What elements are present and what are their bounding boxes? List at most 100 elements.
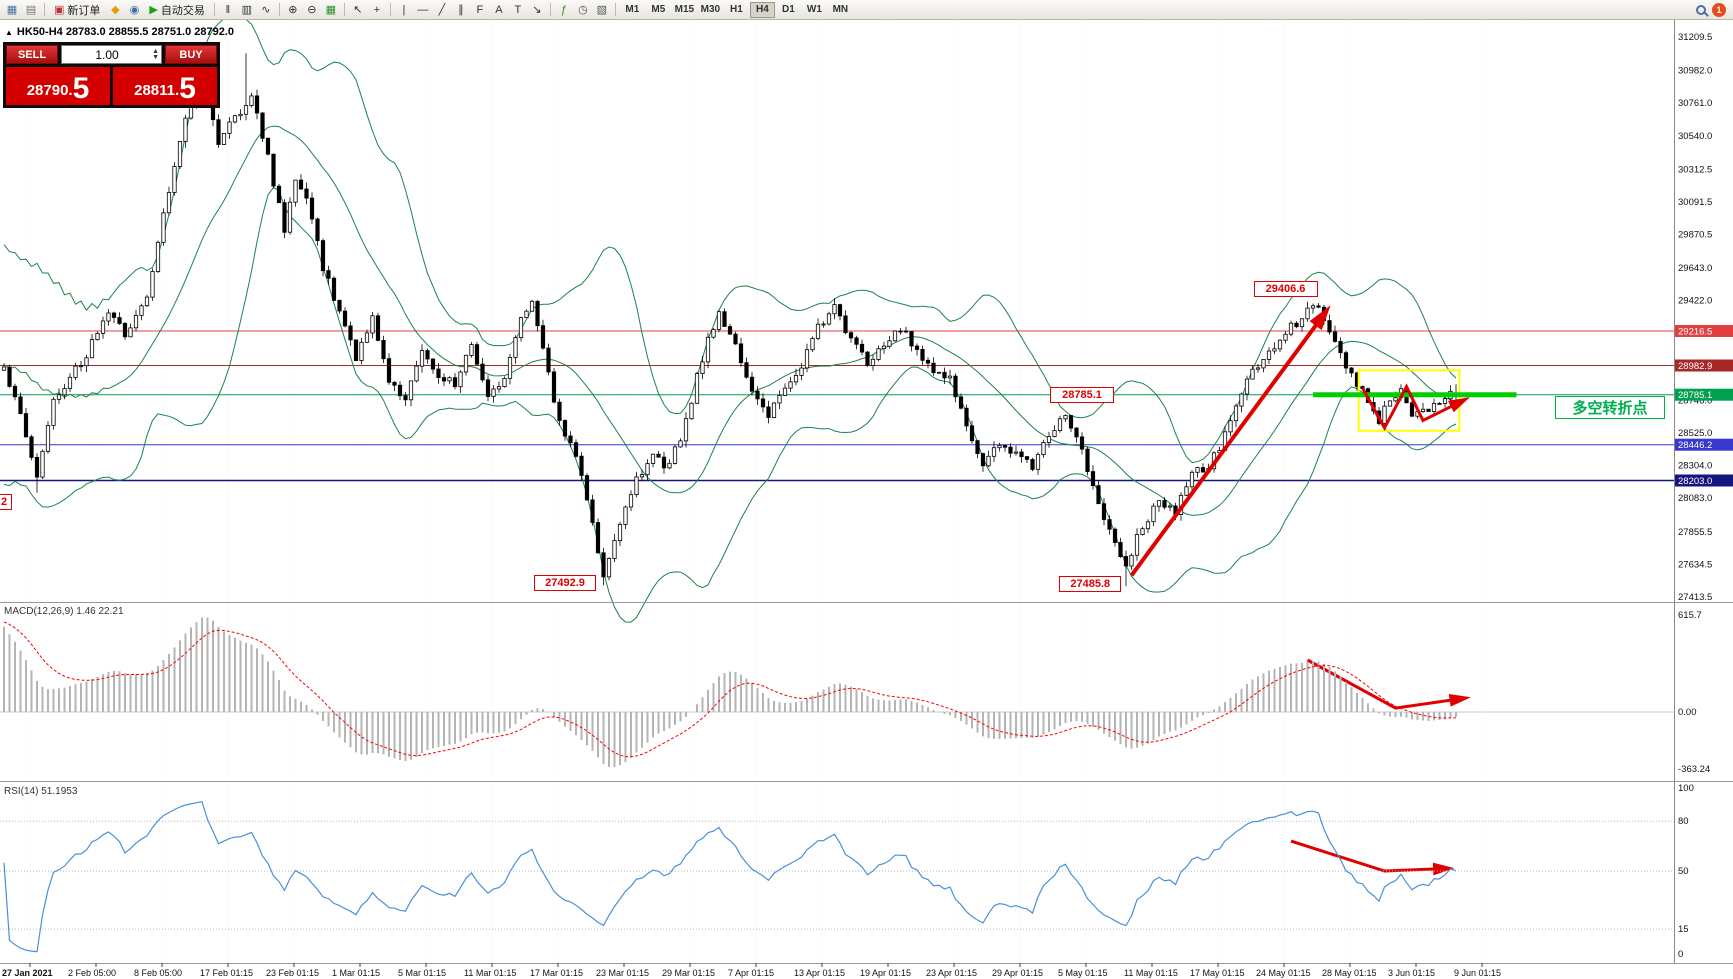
svg-text:9 Jun 01:15: 9 Jun 01:15 bbox=[1454, 968, 1501, 978]
auto-trading-button[interactable]: ▶ 自动交易 bbox=[144, 2, 209, 18]
svg-text:29643.0: 29643.0 bbox=[1678, 263, 1712, 274]
candlestick-mode-icon[interactable]: ▥ bbox=[241, 4, 253, 16]
svg-text:15: 15 bbox=[1678, 924, 1689, 935]
red-trend-arrow[interactable] bbox=[1306, 658, 1462, 710]
horizontal-line-icon[interactable]: — bbox=[417, 3, 429, 16]
svg-text:28203.0: 28203.0 bbox=[1678, 476, 1712, 487]
timeframe-m30-button[interactable]: M30 bbox=[700, 4, 721, 15]
price-annotation-label[interactable]: 27485.8 bbox=[1059, 576, 1122, 593]
svg-text:23 Mar 01:15: 23 Mar 01:15 bbox=[596, 968, 649, 978]
toolbar-left-group: ▦ ▤ ▣ 新订单 ◆ ◉ ▶ 自动交易 ‖ ▥ ∿ ⊕ ⊖ ▦ ↖ + | — ╱ ∥ F A T ↘ ƒ ◷ ▧ M1 M5 M15 M… bbox=[3, 1, 853, 18]
svg-text:30540.0: 30540.0 bbox=[1678, 131, 1712, 142]
rsi-line bbox=[3, 801, 1457, 953]
macd-signal-line bbox=[3, 621, 1457, 758]
new-order-button[interactable]: ▣ 新订单 bbox=[49, 2, 105, 18]
rsi-level-lines bbox=[0, 820, 1674, 930]
trade-controls-row: SELL 1.00 ▲ ▼ BUY bbox=[6, 45, 217, 64]
search-icon[interactable] bbox=[1696, 4, 1706, 15]
sell-price-main: 28790. bbox=[26, 82, 73, 99]
line-chart-mode-icon[interactable]: ∿ bbox=[261, 4, 271, 16]
svg-text:28304.0: 28304.0 bbox=[1678, 461, 1712, 472]
red-trend-arrowhead bbox=[1309, 305, 1331, 331]
templates-icon[interactable]: ▧ bbox=[596, 4, 608, 16]
svg-text:17 Feb 01:15: 17 Feb 01:15 bbox=[200, 968, 253, 978]
fibonacci-icon[interactable]: F bbox=[476, 3, 484, 16]
timeframe-m15-button[interactable]: M15 bbox=[674, 4, 695, 15]
price-axis-background bbox=[1675, 20, 1733, 979]
svg-text:28982.9: 28982.9 bbox=[1678, 361, 1712, 372]
timeframe-mn-button[interactable]: MN bbox=[832, 4, 849, 15]
red-trend-arrow[interactable] bbox=[1129, 313, 1326, 577]
volume-up-icon[interactable]: ▲ bbox=[152, 47, 159, 55]
collapse-trade-panel-icon[interactable]: ▲ bbox=[5, 27, 13, 37]
timeframe-w1-button[interactable]: W1 bbox=[806, 4, 822, 15]
cursor-icon[interactable]: ↖ bbox=[353, 4, 363, 16]
market-watch-icon[interactable]: ◉ bbox=[129, 4, 140, 16]
timeframe-d1-button[interactable]: D1 bbox=[781, 4, 795, 15]
svg-text:29870.5: 29870.5 bbox=[1678, 230, 1712, 241]
svg-text:17 Mar 01:15: 17 Mar 01:15 bbox=[530, 968, 583, 978]
buy-price-display[interactable]: 28811. 5 bbox=[113, 67, 217, 105]
one-click-trading-panel: SELL 1.00 ▲ ▼ BUY 28790. 5 28811. 5 bbox=[3, 42, 220, 108]
toolbar-separator bbox=[213, 3, 215, 16]
volume-stepper[interactable]: 1.00 ▲ ▼ bbox=[61, 45, 162, 64]
timeframe-m5-button[interactable]: M5 bbox=[651, 4, 666, 15]
red-trend-arrowhead bbox=[1432, 862, 1455, 876]
bar-chart-mode-icon[interactable]: ‖ bbox=[225, 3, 231, 16]
price-line-axis-flag bbox=[1675, 438, 1733, 451]
buy-button[interactable]: BUY bbox=[165, 45, 217, 64]
svg-text:28746.0: 28746.0 bbox=[1678, 395, 1712, 406]
svg-text:80: 80 bbox=[1678, 816, 1689, 827]
channel-icon[interactable]: ∥ bbox=[458, 4, 464, 16]
sell-price-display[interactable]: 28790. 5 bbox=[6, 67, 110, 105]
price-line-axis-flag bbox=[1675, 359, 1733, 372]
svg-text:23 Apr 01:15: 23 Apr 01:15 bbox=[926, 968, 977, 978]
profiles-icon[interactable]: ▤ bbox=[25, 4, 37, 16]
timeframe-h1-button[interactable]: H1 bbox=[729, 4, 743, 15]
zoom-in-icon[interactable]: ⊕ bbox=[288, 4, 298, 16]
price-annotation-label[interactable]: 28785.1 bbox=[1050, 386, 1114, 403]
timeframe-h4-button[interactable]: H4 bbox=[749, 1, 775, 18]
new-chart-icon[interactable]: ▦ bbox=[6, 4, 18, 16]
periods-icon[interactable]: ◷ bbox=[578, 4, 588, 16]
red-trend-arrowhead bbox=[1448, 397, 1470, 413]
price-annotation-label[interactable]: 27492.9 bbox=[534, 574, 596, 591]
macd-axis-labels: 615.7 0.00 -363.24 bbox=[1678, 610, 1710, 775]
bollinger-middle-band bbox=[3, 125, 1457, 516]
svg-text:29 Mar 01:15: 29 Mar 01:15 bbox=[662, 968, 715, 978]
arrows-tool-icon[interactable]: ↘ bbox=[532, 4, 542, 16]
red-trend-arrow[interactable] bbox=[1361, 383, 1463, 432]
volume-down-icon[interactable]: ▼ bbox=[152, 53, 159, 61]
svg-text:31209.5: 31209.5 bbox=[1678, 32, 1712, 43]
volume-spinner: ▲ ▼ bbox=[152, 47, 161, 61]
tile-windows-icon[interactable]: ▦ bbox=[325, 4, 337, 16]
svg-text:5 May 01:15: 5 May 01:15 bbox=[1058, 968, 1108, 978]
grid-vertical-lines bbox=[29, 21, 1483, 963]
vertical-line-icon[interactable]: | bbox=[402, 3, 406, 16]
indicators-icon[interactable]: ƒ bbox=[560, 3, 567, 16]
svg-text:19 Apr 01:15: 19 Apr 01:15 bbox=[860, 968, 911, 978]
text-label-icon[interactable]: T bbox=[514, 3, 522, 16]
price-line-axis-flag bbox=[1675, 325, 1733, 337]
text-icon[interactable]: A bbox=[495, 3, 503, 16]
red-trend-arrow[interactable] bbox=[1290, 839, 1446, 873]
sell-button[interactable]: SELL bbox=[6, 45, 58, 64]
notification-badge[interactable]: 1 bbox=[1712, 2, 1726, 17]
price-annotation-label[interactable]: 29406.6 bbox=[1253, 281, 1318, 298]
timeframe-m1-button[interactable]: M1 bbox=[625, 4, 640, 15]
svg-text:29422.0: 29422.0 bbox=[1678, 296, 1712, 307]
sell-price-big-digit: 5 bbox=[72, 72, 90, 105]
rsi-axis-labels: 100 80 50 15 0 bbox=[1678, 783, 1694, 960]
trendline-icon[interactable]: ╱ bbox=[438, 4, 446, 16]
candlestick-series bbox=[1, 53, 1459, 587]
zoom-out-icon[interactable]: ⊖ bbox=[307, 4, 317, 16]
price-annotation-label[interactable]: 2 bbox=[0, 493, 12, 510]
crosshair-icon[interactable]: + bbox=[373, 3, 381, 16]
svg-text:50: 50 bbox=[1678, 866, 1689, 877]
turning-point-label[interactable]: 多空转折点 bbox=[1555, 395, 1665, 419]
svg-text:5 Mar 01:15: 5 Mar 01:15 bbox=[398, 968, 446, 978]
toolbar-right-group: 1 bbox=[1696, 2, 1726, 17]
expert-advisors-icon[interactable]: ◆ bbox=[111, 4, 120, 16]
svg-text:23 Feb 01:15: 23 Feb 01:15 bbox=[266, 968, 319, 978]
